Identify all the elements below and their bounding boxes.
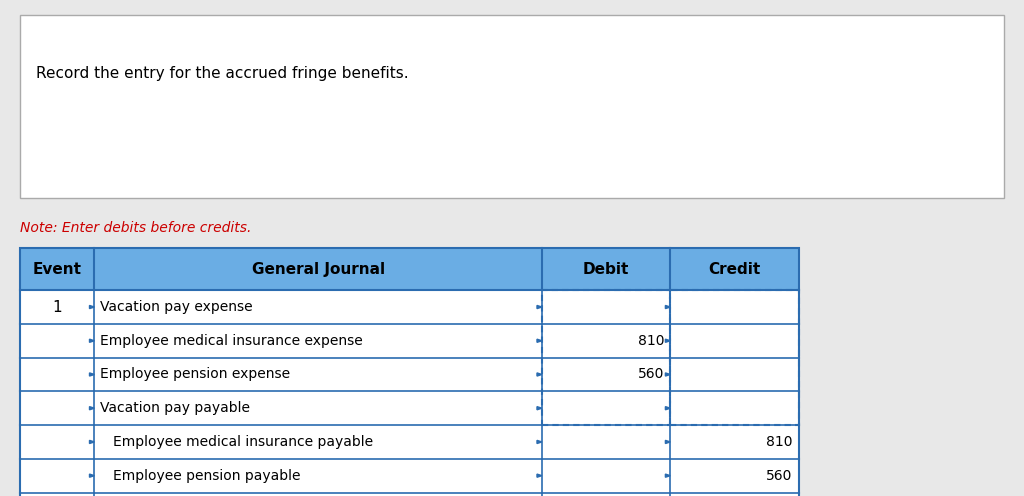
Polygon shape — [89, 306, 94, 309]
Text: Employee pension expense: Employee pension expense — [99, 368, 290, 381]
Polygon shape — [89, 474, 94, 477]
Bar — [20, 425, 799, 459]
Polygon shape — [89, 440, 94, 443]
Polygon shape — [537, 440, 542, 443]
Polygon shape — [89, 373, 94, 376]
Polygon shape — [666, 440, 671, 443]
Polygon shape — [89, 339, 94, 342]
Bar — [20, 493, 799, 496]
Text: Vacation pay expense: Vacation pay expense — [99, 300, 252, 314]
Text: Record the entry for the accrued fringe benefits.: Record the entry for the accrued fringe … — [36, 66, 409, 81]
Polygon shape — [666, 339, 671, 342]
Bar — [20, 248, 799, 290]
Polygon shape — [666, 373, 671, 376]
Bar — [20, 324, 799, 358]
Polygon shape — [666, 407, 671, 410]
Polygon shape — [537, 373, 542, 376]
FancyBboxPatch shape — [20, 15, 1004, 198]
Bar — [20, 358, 799, 391]
Text: Credit: Credit — [709, 261, 761, 277]
Text: General Journal: General Journal — [252, 261, 385, 277]
Text: Employee medical insurance payable: Employee medical insurance payable — [113, 435, 373, 449]
Text: Debit: Debit — [583, 261, 630, 277]
Text: Event: Event — [33, 261, 82, 277]
Polygon shape — [537, 306, 542, 309]
Polygon shape — [666, 474, 671, 477]
Polygon shape — [537, 474, 542, 477]
Bar — [20, 459, 799, 493]
Text: 560: 560 — [766, 469, 793, 483]
Polygon shape — [537, 339, 542, 342]
Text: Employee medical insurance expense: Employee medical insurance expense — [99, 334, 362, 348]
Polygon shape — [537, 407, 542, 410]
Text: 1: 1 — [52, 300, 62, 314]
Text: Vacation pay payable: Vacation pay payable — [99, 401, 250, 415]
Bar — [20, 290, 799, 324]
Text: Note: Enter debits before credits.: Note: Enter debits before credits. — [20, 221, 252, 235]
Polygon shape — [666, 306, 671, 309]
Polygon shape — [89, 407, 94, 410]
Bar — [20, 391, 799, 425]
Text: 810: 810 — [638, 334, 665, 348]
Text: Employee pension payable: Employee pension payable — [113, 469, 300, 483]
Text: 560: 560 — [638, 368, 665, 381]
Text: 810: 810 — [766, 435, 793, 449]
